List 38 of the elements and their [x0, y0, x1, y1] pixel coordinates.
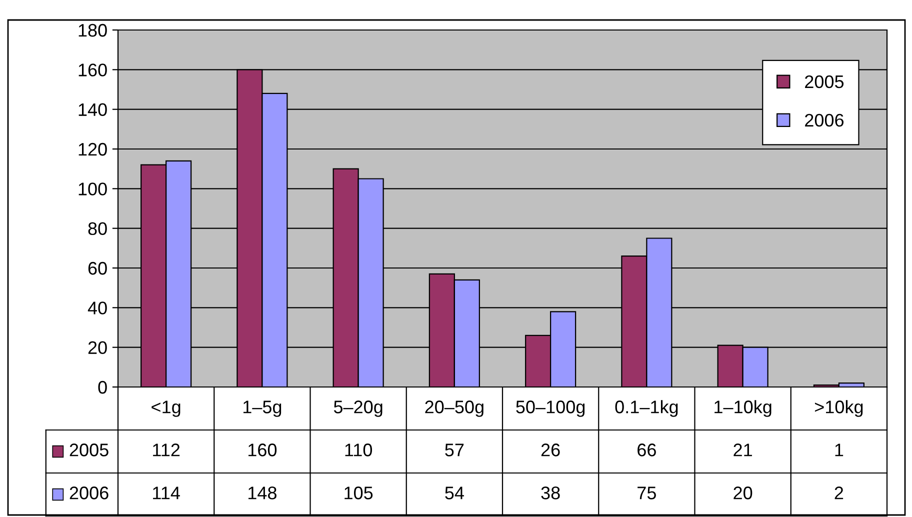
legend-label: 2005	[805, 75, 844, 88]
text: 2005	[70, 444, 108, 456]
y-tick-label: 120	[78, 142, 107, 156]
data-label: 160	[248, 444, 277, 456]
y-tick-label: 160	[78, 64, 107, 76]
text: 2006	[70, 486, 108, 500]
x-tick-label: 20–50g	[425, 400, 484, 417]
x-tick-label: <1g	[152, 400, 180, 417]
data-label: 105	[344, 486, 373, 500]
x-tick-label: 50–100g	[516, 400, 585, 417]
x-tick-label: 1–10kg	[714, 400, 772, 417]
data-label: 75	[638, 486, 656, 500]
data-label: 38	[541, 486, 560, 500]
data-label: 114	[153, 486, 180, 500]
x-tick-label: 0.1–1kg	[615, 400, 678, 417]
y-tick-label: 100	[78, 182, 107, 196]
y-tick-label: 80	[88, 222, 107, 236]
y-tick-label: 60	[88, 262, 107, 275]
y-tick-label: 0	[98, 380, 107, 394]
data-label: 26	[541, 444, 560, 456]
y-tick-label: 140	[78, 103, 107, 116]
x-tick-label: >10kg	[814, 400, 863, 417]
legend-label: 2006	[805, 114, 844, 127]
data-label: 57	[445, 444, 464, 456]
data-label: 110	[345, 444, 372, 456]
y-tick-label: 180	[78, 24, 107, 37]
x-tick-label: 1–5g	[243, 400, 282, 417]
data-label: 2	[834, 486, 844, 500]
y-tick-label: 40	[88, 302, 107, 314]
y-tick-label: 20	[88, 341, 107, 354]
data-label: 54	[445, 486, 464, 500]
data-label: 21	[734, 444, 752, 456]
data-label: 148	[248, 486, 276, 500]
data-label: 1	[835, 444, 844, 456]
data-label: 66	[638, 444, 656, 456]
data-label: 112	[153, 444, 180, 456]
data-label: 20	[734, 486, 752, 500]
x-tick-label: 5–20g	[334, 400, 382, 417]
